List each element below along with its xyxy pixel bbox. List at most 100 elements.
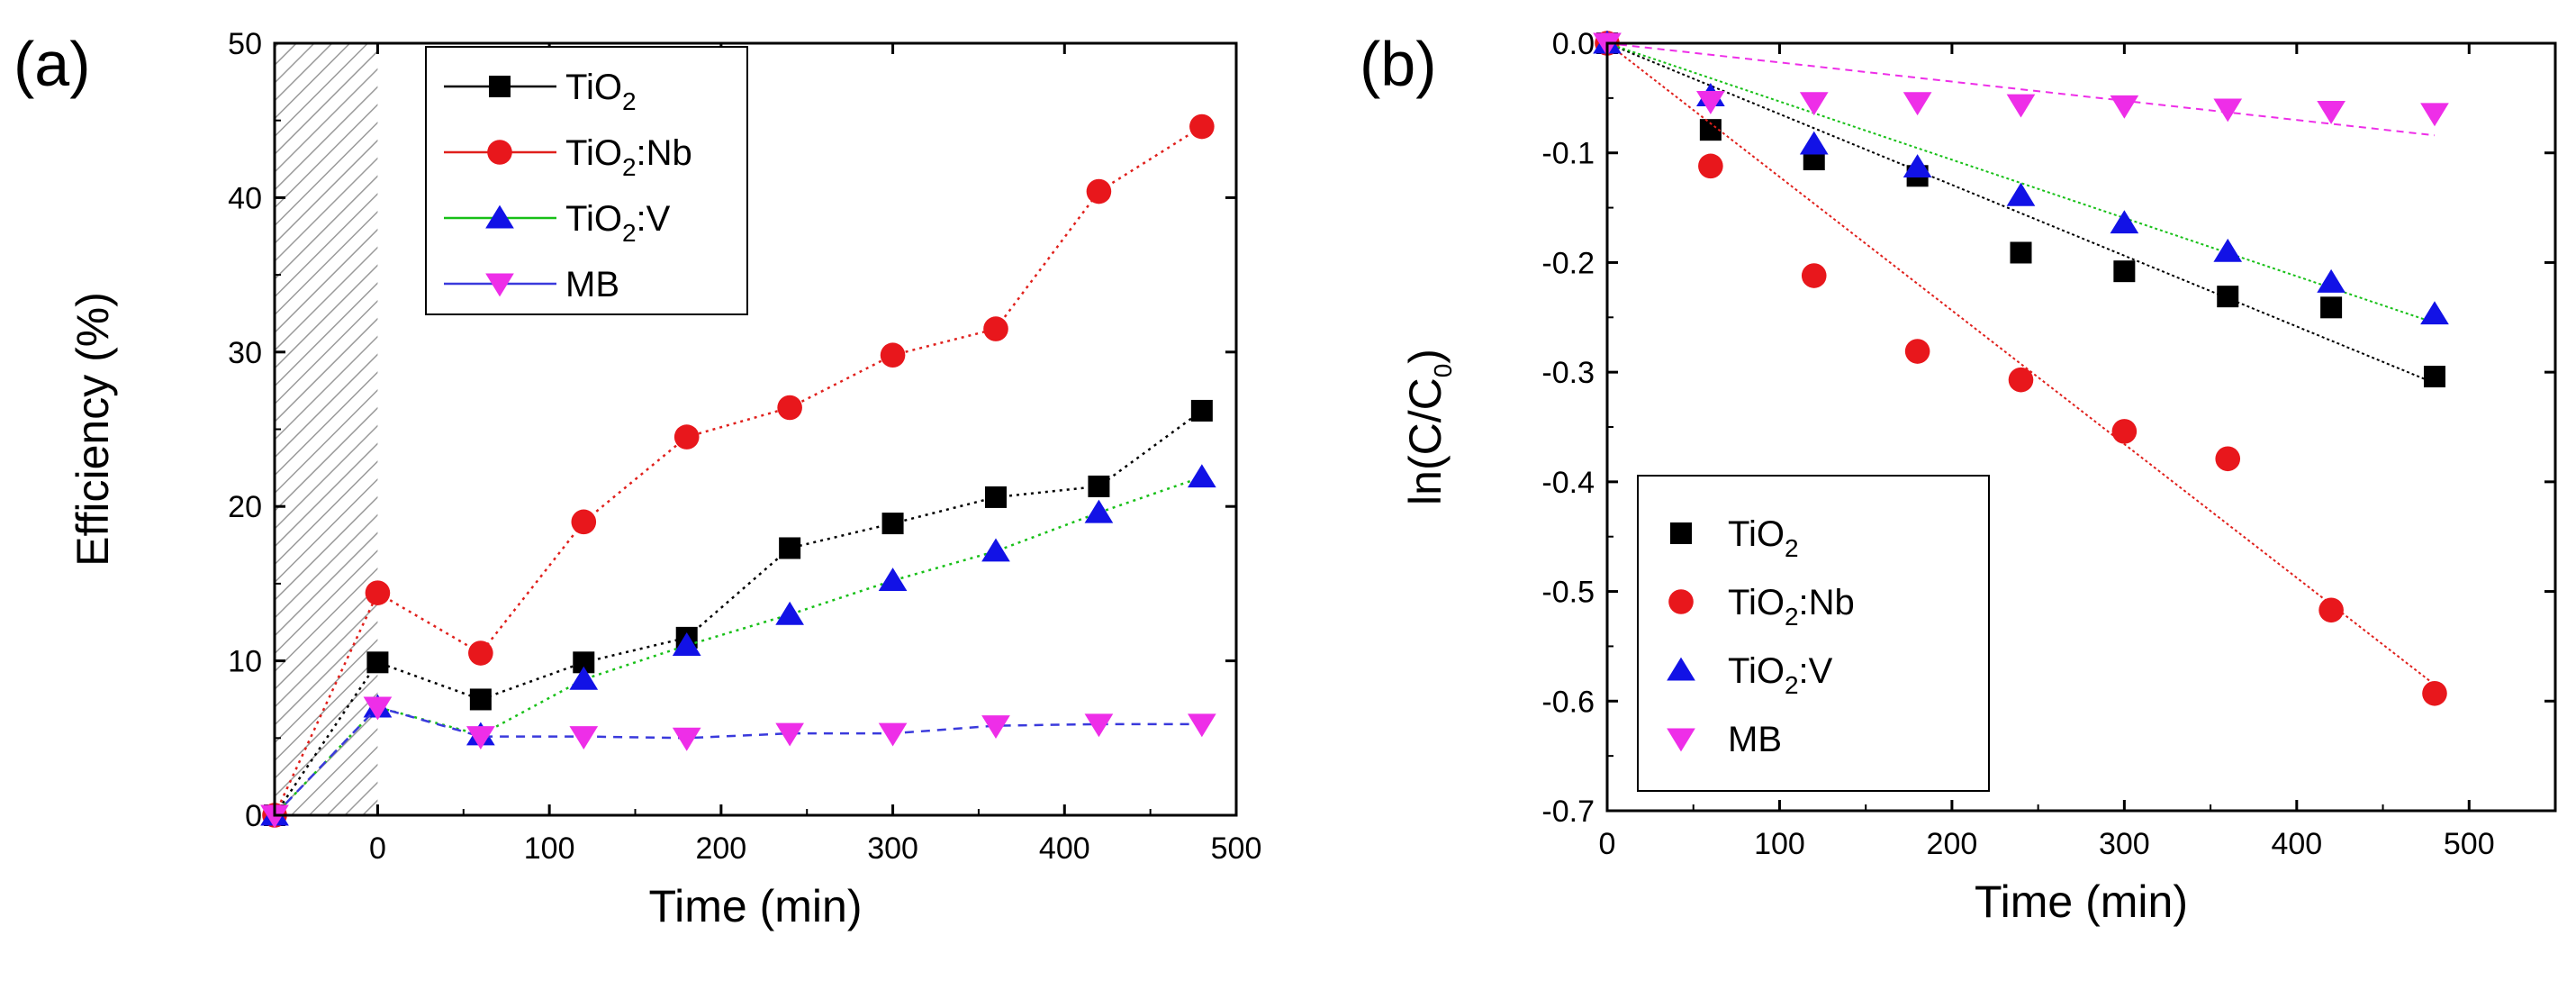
- data-point: [1188, 464, 1216, 488]
- data-point: [1799, 131, 1829, 155]
- chart-panel-a: 0 100 200 300 400 500 0 10 20 30 40 50 Time (min) Eff…: [14, 27, 1261, 931]
- legend: TiO2 TiO2:Nb TiO2:V MB: [425, 46, 748, 315]
- legend: TiO2 TiO2:Nb TiO2:V MB: [1637, 475, 1990, 792]
- data-point: [1189, 114, 1215, 140]
- data-point: [1190, 399, 1213, 422]
- legend-box: [1637, 475, 1990, 792]
- series-line: [274, 476, 1203, 816]
- data-point: [2215, 446, 2241, 472]
- data-point: [775, 601, 804, 625]
- tick-group: 0 100 200 300 400 500 0 10 20 30 40 50: [228, 27, 1261, 866]
- fit-line: [1606, 42, 2436, 686]
- legend-label: TiO2:V: [1728, 651, 1833, 699]
- legend-marker: [485, 204, 514, 229]
- plot-frame: [273, 41, 1238, 817]
- chart-panel-b: 0 100 200 300 400 500 0.0 -0.1 -0.2 -0.3 -0.4 -0.5 -…: [1360, 27, 2557, 927]
- data-point: [2317, 268, 2346, 293]
- data-point: [469, 688, 492, 711]
- x-tick-label: 400: [1039, 831, 1090, 866]
- x-tick-label: 500: [1211, 831, 1262, 866]
- data-point: [2420, 301, 2449, 325]
- x-tick-label: 100: [524, 831, 575, 866]
- series-tio2: [264, 399, 1213, 826]
- data-point: [571, 509, 597, 535]
- y-tick-label: 50: [228, 27, 262, 61]
- series-line: [274, 705, 1202, 816]
- data-point: [2213, 238, 2243, 262]
- data-point: [2422, 680, 2447, 706]
- data-point: [673, 424, 700, 450]
- series-tio2: [1596, 32, 2445, 388]
- series-tio2-v: [1593, 30, 2449, 325]
- legend-marker: [1667, 728, 1695, 752]
- x-axis-label: Time (min): [1975, 877, 2188, 927]
- data-point: [2110, 95, 2139, 119]
- y-tick-label: -0.5: [1541, 576, 1595, 610]
- data-point: [1698, 153, 1723, 179]
- y-tick-label: 0: [245, 799, 262, 833]
- series-mb: [260, 696, 1216, 829]
- data-point: [569, 666, 599, 690]
- plot-frame: [1605, 41, 2557, 813]
- series-line: [273, 125, 1203, 816]
- data-point: [1696, 90, 1725, 114]
- data-point: [779, 537, 801, 559]
- x-tick-label: 300: [2099, 827, 2150, 861]
- y-tick-label: -0.3: [1541, 356, 1595, 390]
- x-tick-label: 200: [1927, 827, 1978, 861]
- x-tick-label: 0: [1599, 827, 1616, 861]
- data-point: [363, 696, 393, 721]
- y-tick-label: -0.6: [1541, 685, 1595, 719]
- data-point: [1904, 339, 1930, 364]
- data-point: [2317, 100, 2346, 124]
- legend-marker: [1667, 657, 1695, 681]
- data-point: [1903, 92, 1932, 116]
- data-point: [983, 316, 1008, 341]
- legend-marker: [487, 140, 512, 165]
- data-point: [985, 486, 1007, 508]
- data-point: [2006, 94, 2036, 118]
- x-tick-label: 0: [369, 831, 386, 866]
- data-point: [1084, 499, 1114, 523]
- legend-marker: [485, 273, 514, 297]
- data-point: [2010, 241, 2032, 264]
- legend-label: TiO2:Nb: [565, 133, 692, 181]
- y-tick-label: 0.0: [1552, 27, 1595, 61]
- fit-line: [1606, 42, 2436, 137]
- y-tick-label: -0.7: [1541, 795, 1595, 829]
- data-point: [366, 651, 389, 674]
- x-tick-label: 200: [695, 831, 746, 866]
- shaded-dark-adsorption-region: [275, 43, 378, 815]
- data-point: [2423, 366, 2445, 388]
- data-point: [672, 632, 701, 656]
- data-point: [1188, 713, 1216, 738]
- y-axis-label: ln(C/C0): [1400, 349, 1457, 505]
- data-point: [1799, 92, 1829, 116]
- x-tick-label: 400: [2271, 827, 2322, 861]
- data-point: [2420, 103, 2449, 127]
- x-axis-label: Time (min): [648, 881, 862, 931]
- x-tick-label: 100: [1754, 827, 1805, 861]
- data-point: [777, 395, 802, 421]
- data-point: [2111, 419, 2138, 444]
- data-point: [1801, 263, 1827, 288]
- legend-box: [425, 46, 748, 315]
- tick-group: 0 100 200 300 400 500 0.0 -0.1 -0.2 -0.3 -0.4 -0.5 -…: [1541, 27, 2555, 861]
- legend-label: TiO2:Nb: [1728, 583, 1855, 631]
- data-point: [1088, 475, 1110, 497]
- y-tick-label: -0.2: [1541, 246, 1595, 280]
- data-point: [365, 580, 391, 605]
- series-tio2-v: [260, 464, 1216, 826]
- panel-label: (b): [1360, 29, 1437, 99]
- panel-label: (a): [14, 29, 91, 99]
- x-tick-label: 500: [2444, 827, 2495, 861]
- y-tick-label: 30: [228, 336, 262, 370]
- data-point: [878, 568, 908, 591]
- data-point: [2318, 597, 2344, 623]
- data-point: [981, 715, 1010, 739]
- fit-line: [1606, 42, 2436, 385]
- data-point: [1086, 178, 1112, 204]
- legend-marker: [1670, 522, 1692, 544]
- data-point: [2213, 98, 2243, 123]
